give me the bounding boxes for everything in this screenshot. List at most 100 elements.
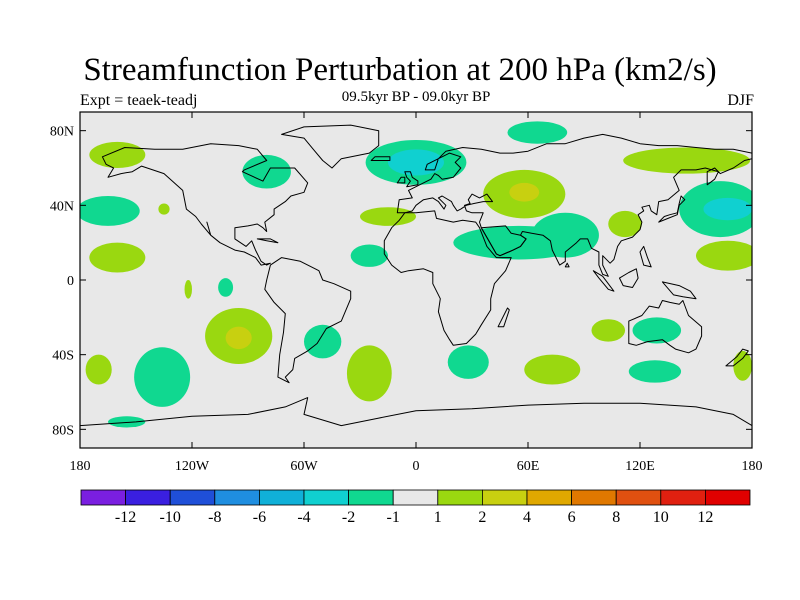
colorbar-swatch-6 [348,489,394,506]
colorbar-swatch-7 [392,489,439,506]
coastline-borneo [619,268,639,288]
coastline-africa [383,210,512,346]
field-contour-pos1-3 [158,203,170,215]
colorbar-label-7: 1 [434,509,442,526]
colorbar-swatch-14 [705,489,751,506]
colorbar-label-13: 12 [697,509,713,526]
colorbar-swatch-3 [214,489,260,506]
colorbar: -12 -10 -8 -6 -4 -2 -1 1 2 4 6 8 10 12 [80,489,751,526]
season-label: DJF [727,92,754,109]
coastline-layer [80,124,752,427]
field-contour-neg1-6 [218,278,234,297]
field-contour-pos1-5 [184,280,192,299]
x-tick-label-2: 60W [290,459,318,474]
colorbar-swatch-4 [258,489,305,506]
colorbar-swatch-1 [125,489,171,506]
colorbar-label-11: 8 [612,509,620,526]
x-tick-label-0: 180 [70,459,91,474]
field-contour-neg1-29 [632,317,682,344]
field-contour-pos1-33 [733,350,752,381]
colorbar-label-3: -6 [253,509,266,526]
colorbar-swatch-8 [437,489,483,506]
coastline-new-zealand [725,348,749,367]
field-contour-neg1-21 [531,212,599,258]
colorbar-label-8: 2 [478,509,486,526]
coastline-madagascar [497,307,510,328]
plot-subtitle: 09.5kyr BP - 09.0kyr BP [341,89,491,105]
field-contour-pos1-0 [89,141,146,168]
colorbar-swatch-9 [481,489,528,506]
field-contour-neg1-1 [80,196,140,226]
colorbar-swatch-11 [571,489,617,506]
colorbar-label-6: -1 [387,509,400,526]
field-contour-neg1-10 [134,347,191,407]
coastline-iceland [370,156,391,161]
colorbar-label-10: 6 [568,509,576,526]
y-tick-label-1: 40N [50,199,74,214]
coastline-philippines [639,245,652,268]
y-tick-label-4: 80S [52,423,74,438]
x-tick-label-1: 120W [175,459,210,474]
field-contour-neg2-16 [388,149,444,176]
field-contour-pos1-26 [608,210,642,238]
coastline-north-america [101,143,309,266]
field-contour-neg1-32 [628,360,682,383]
field-layer [80,121,752,428]
field-contour-neg1-13 [108,416,146,428]
coastline-uk [404,171,419,188]
colorbar-label-4: -4 [297,509,310,526]
colorbar-label-12: 10 [653,509,669,526]
x-tick-label-3: 0 [413,459,420,474]
coastline-sri-lanka [564,262,570,268]
field-contour-pos2-19 [509,182,540,202]
x-tick-label-5: 120E [625,459,655,474]
field-contour-pos1-12 [85,354,112,385]
field-contour-neg1-30 [447,345,489,379]
colorbar-label-5: -2 [342,509,355,526]
coastline-south-america [264,257,352,384]
x-tick-label-6: 180 [742,459,763,474]
coastline-antarctica [80,397,752,427]
field-contour-neg1-14 [350,244,389,267]
coastline-greenland [281,124,380,169]
colorbar-swatch-2 [169,489,216,506]
y-tick-label-3: 40S [52,349,74,364]
field-contour-pos1-11 [346,345,392,402]
x-tick-label-4: 60E [517,459,540,474]
field-contour-pos2-8 [225,326,252,350]
field-contour-pos1-27 [696,240,752,271]
colorbar-swatch-12 [615,489,662,506]
colorbar-label-9: 4 [523,509,531,526]
field-contour-pos1-31 [524,354,581,385]
coastline-eurasia [396,133,752,277]
axis-ticks: 180 120W 60W 0 60E 120E 180 80N 40N 0 40S 80S [50,112,763,474]
coastline-japan [658,195,686,223]
field-contour-pos1-28 [591,319,626,342]
field-contour-neg2-25 [703,197,752,221]
colorbar-swatch-5 [303,489,349,506]
coastline-ireland [396,176,406,184]
colorbar-swatch-0 [80,489,126,506]
colorbar-label-2: -8 [208,509,221,526]
field-contour-pos1-17 [360,207,416,226]
coastline-arabia-inner [480,225,527,257]
y-tick-label-2: 0 [67,274,74,289]
map-plot-area [80,112,752,448]
experiment-label: Expt = teaek-teadj [80,92,198,109]
field-contour-pos1-2 [89,242,146,273]
y-tick-label-0: 80N [50,125,74,140]
field-contour-neg1-9 [304,324,342,359]
colorbar-swatch-10 [526,489,572,506]
plot-title: Streamfunction Perturbation at 200 hPa (… [83,52,717,88]
coastline-new-guinea [661,281,697,300]
coastline-australia [628,300,703,354]
coastline-cuba [256,238,279,244]
colorbar-label-1: -10 [160,509,181,526]
field-contour-pos1-23 [623,147,751,174]
coastline-sumatra [592,270,615,292]
colorbar-label-0: -12 [115,509,136,526]
field-contour-neg1-4 [242,154,291,189]
field-contour-neg1-22 [507,121,568,144]
colorbar-swatch-13 [660,489,706,506]
